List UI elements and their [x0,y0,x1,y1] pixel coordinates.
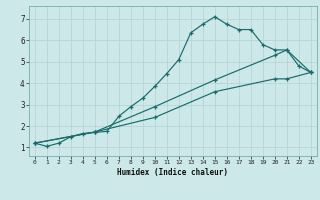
X-axis label: Humidex (Indice chaleur): Humidex (Indice chaleur) [117,168,228,177]
